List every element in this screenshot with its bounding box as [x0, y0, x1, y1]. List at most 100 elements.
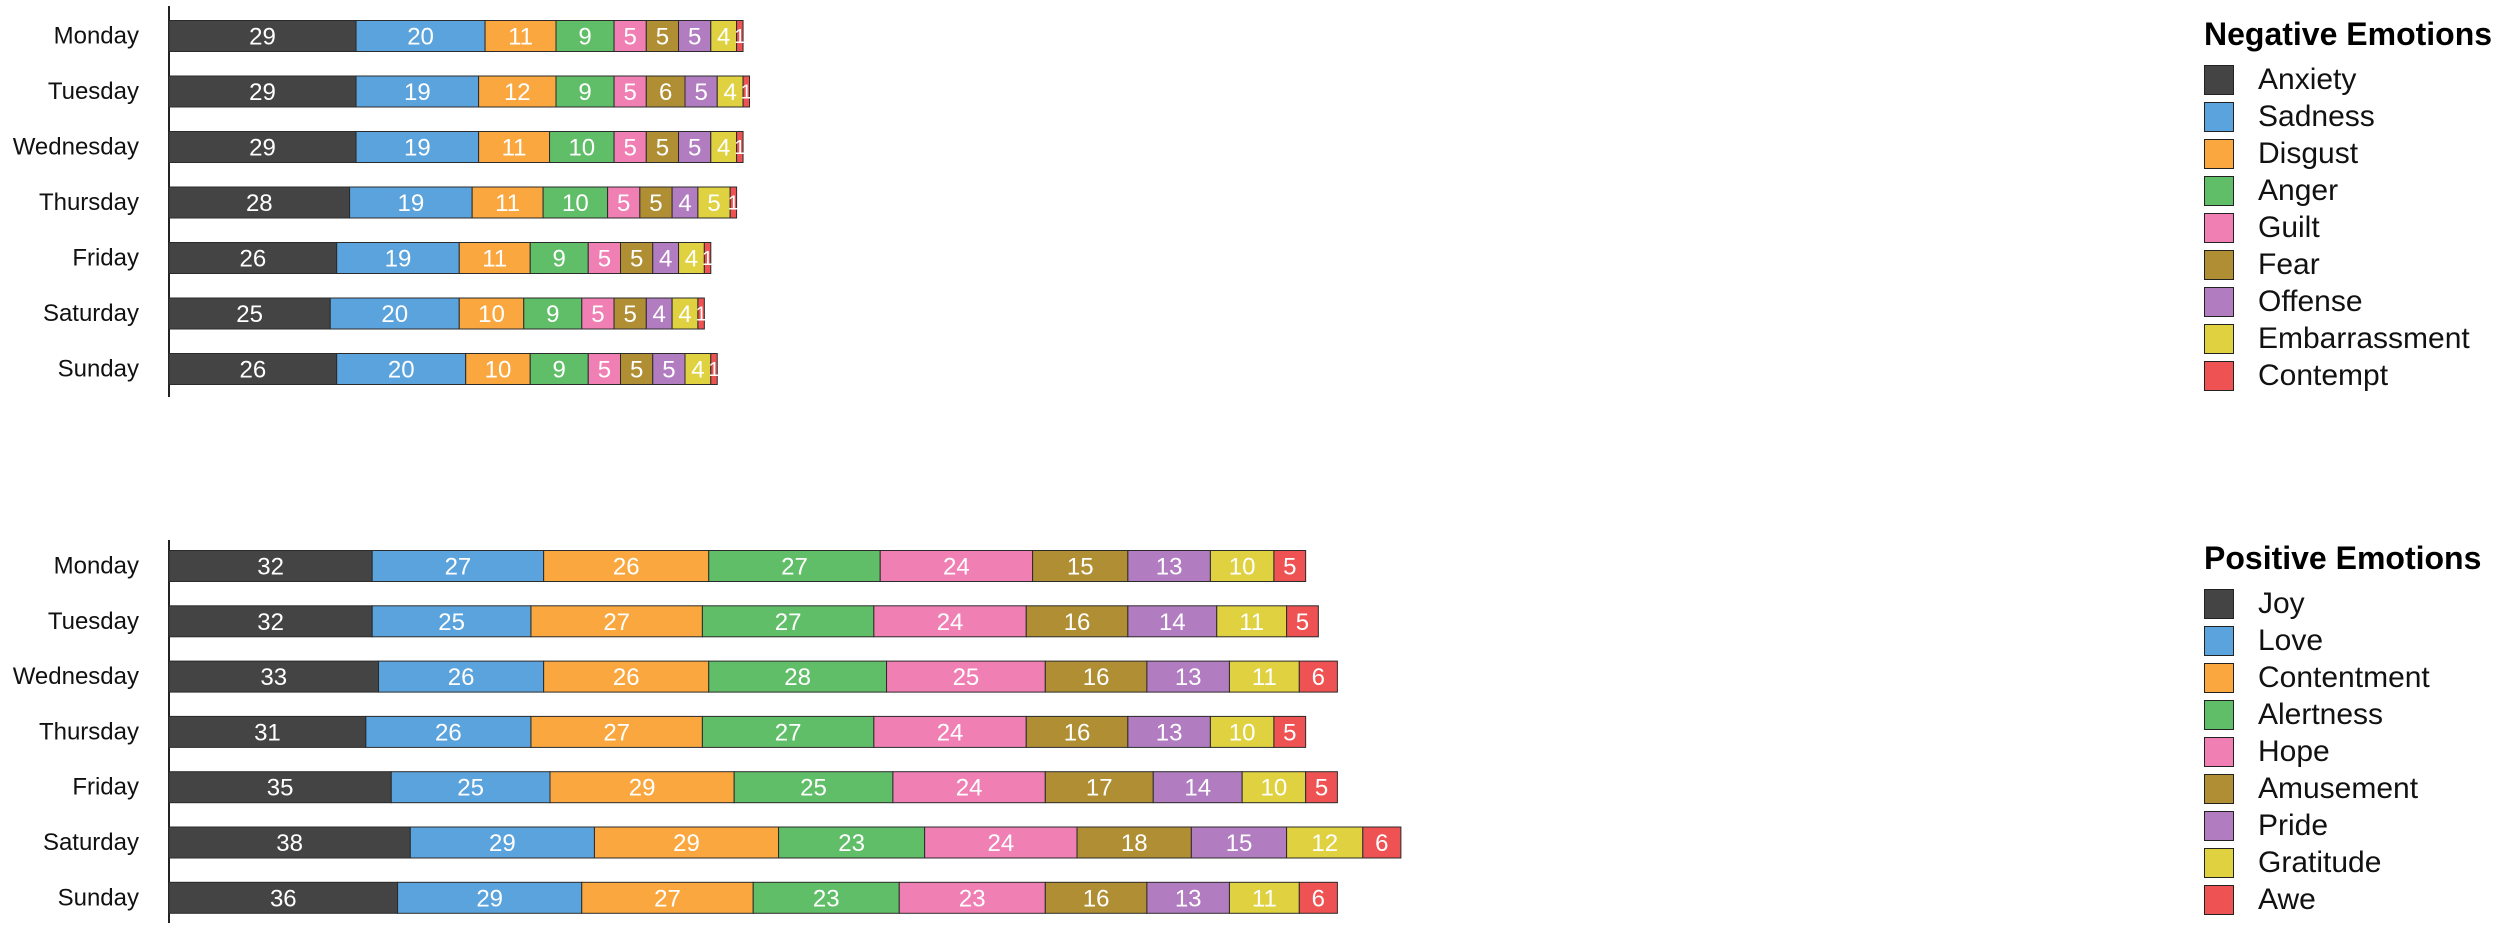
- data-label-contempt-tuesday: 1: [741, 82, 752, 104]
- bar-joy-tuesday: [168, 605, 373, 638]
- data-label-disgust-friday: 11: [482, 246, 507, 273]
- data-label-fear-friday: 5: [630, 246, 643, 273]
- data-label-joy-monday: 32: [257, 554, 284, 581]
- legend-item-anxiety: Anxiety: [2204, 61, 2492, 98]
- data-label-awe-wednesday: 6: [1312, 664, 1325, 691]
- bar-contempt-friday: [703, 242, 712, 274]
- bar-contentment-friday: [549, 771, 735, 804]
- data-label-hope-friday: 24: [956, 775, 983, 802]
- bar-contempt-thursday: [729, 186, 738, 219]
- data-label-amusement-monday: 15: [1067, 554, 1094, 581]
- bar-anger-wednesday: [549, 131, 615, 163]
- data-label-alertness-friday: 25: [800, 775, 827, 802]
- data-label-contempt-saturday: 1: [696, 304, 707, 326]
- data-label-amusement-saturday: 18: [1121, 830, 1148, 857]
- legend-item-alertness: Alertness: [2204, 696, 2481, 733]
- bar-amusement-sunday: [1044, 881, 1148, 914]
- bar-sadness-sunday: [336, 353, 467, 385]
- data-label-offense-wednesday: 5: [688, 135, 701, 162]
- data-label-anxiety-sunday: 26: [239, 357, 266, 384]
- legend-label: Fear: [2258, 247, 2320, 281]
- tick-label-tuesday: Tuesday: [48, 78, 139, 105]
- data-label-anger-thursday: 10: [562, 190, 589, 217]
- data-label-anxiety-thursday: 28: [246, 190, 273, 217]
- data-label-embarrassment-sunday: 4: [691, 357, 704, 384]
- bar-alertness-wednesday: [708, 660, 888, 693]
- bar-love-friday: [390, 771, 551, 804]
- data-label-offense-saturday: 4: [653, 301, 666, 328]
- data-label-contentment-friday: 29: [629, 775, 656, 802]
- data-label-alertness-monday: 27: [781, 554, 808, 581]
- tick-label-sunday: Sunday: [58, 884, 139, 911]
- bar-love-thursday: [365, 715, 532, 748]
- legend-item-hope: Hope: [2204, 733, 2481, 770]
- data-label-guilt-saturday: 5: [591, 301, 604, 328]
- data-label-pride-wednesday: 13: [1175, 664, 1202, 691]
- bar-guilt-wednesday: [613, 131, 647, 163]
- bar-contempt-sunday: [710, 353, 718, 385]
- bar-pride-saturday: [1190, 826, 1288, 859]
- bar-hope-thursday: [873, 715, 1027, 748]
- bar-guilt-sunday: [587, 353, 621, 385]
- data-label-pride-tuesday: 14: [1159, 609, 1186, 636]
- bar-embarrassment-saturday: [671, 297, 699, 330]
- data-label-embarrassment-saturday: 4: [678, 301, 691, 328]
- legend-item-pride: Pride: [2204, 807, 2481, 844]
- bar-sadness-thursday: [349, 186, 473, 219]
- data-label-anxiety-monday: 29: [249, 24, 276, 51]
- data-label-sadness-thursday: 19: [398, 190, 425, 217]
- data-label-sadness-wednesday: 19: [404, 135, 431, 162]
- legend-label: Offense: [2258, 284, 2363, 318]
- bar-gratitude-friday: [1241, 771, 1307, 804]
- bar-love-monday: [371, 550, 545, 582]
- legend-swatch: [2204, 360, 2234, 391]
- legend-item-fear: Fear: [2204, 246, 2492, 283]
- data-label-pride-saturday: 15: [1226, 830, 1253, 857]
- data-label-fear-thursday: 5: [649, 190, 662, 217]
- legend-label: Awe: [2258, 882, 2316, 916]
- data-label-disgust-sunday: 10: [485, 357, 512, 384]
- data-label-love-saturday: 29: [489, 830, 516, 857]
- tick-label-thursday: Thursday: [39, 718, 139, 745]
- bar-pride-tuesday: [1127, 605, 1218, 638]
- bar-offense-tuesday: [684, 75, 718, 108]
- data-label-embarrassment-friday: 4: [685, 246, 698, 273]
- bar-offense-thursday: [671, 186, 699, 219]
- data-label-sadness-saturday: 20: [381, 301, 408, 328]
- legend-negative-emotions: Negative Emotions Anxiety Sadness Disgust A…: [2204, 16, 2492, 394]
- bar-contentment-sunday: [581, 881, 754, 914]
- data-label-amusement-sunday: 16: [1083, 885, 1110, 912]
- tick-label-sunday: Sunday: [58, 356, 139, 383]
- chart-1: Monday 32 27 26 27 24 15 13 10 5 Tuesday 32 25 27 27 24…: [13, 540, 1402, 923]
- bar-embarrassment-wednesday: [710, 131, 738, 163]
- data-label-sadness-monday: 20: [407, 24, 434, 51]
- bar-anger-thursday: [542, 186, 609, 219]
- data-label-sadness-sunday: 20: [388, 357, 415, 384]
- tick-label-thursday: Thursday: [39, 189, 139, 216]
- data-label-gratitude-friday: 10: [1261, 775, 1288, 802]
- legend-label: Joy: [2258, 586, 2305, 620]
- data-label-amusement-wednesday: 16: [1083, 664, 1110, 691]
- legend-label: Embarrassment: [2258, 321, 2470, 355]
- data-label-alertness-wednesday: 28: [784, 664, 811, 691]
- data-label-contentment-wednesday: 26: [613, 664, 640, 691]
- data-label-gratitude-saturday: 12: [1311, 830, 1338, 857]
- data-label-alertness-tuesday: 27: [775, 609, 802, 636]
- data-label-hope-saturday: 24: [987, 830, 1014, 857]
- legend-swatch: [2204, 736, 2234, 767]
- data-label-anxiety-saturday: 25: [236, 301, 263, 328]
- bar-hope-friday: [892, 771, 1046, 804]
- data-label-embarrassment-thursday: 5: [707, 190, 720, 217]
- bar-disgust-sunday: [465, 353, 531, 385]
- data-label-contentment-thursday: 27: [603, 719, 630, 746]
- legend-item-offense: Offense: [2204, 283, 2492, 320]
- bar-anger-sunday: [529, 353, 589, 385]
- data-label-contentment-saturday: 29: [673, 830, 700, 857]
- data-label-anxiety-tuesday: 29: [249, 79, 276, 106]
- data-label-love-monday: 27: [445, 554, 472, 581]
- bar-contempt-monday: [736, 20, 744, 52]
- legend-label: Alertness: [2258, 697, 2384, 731]
- bar-love-sunday: [397, 881, 583, 914]
- data-label-love-thursday: 26: [435, 719, 462, 746]
